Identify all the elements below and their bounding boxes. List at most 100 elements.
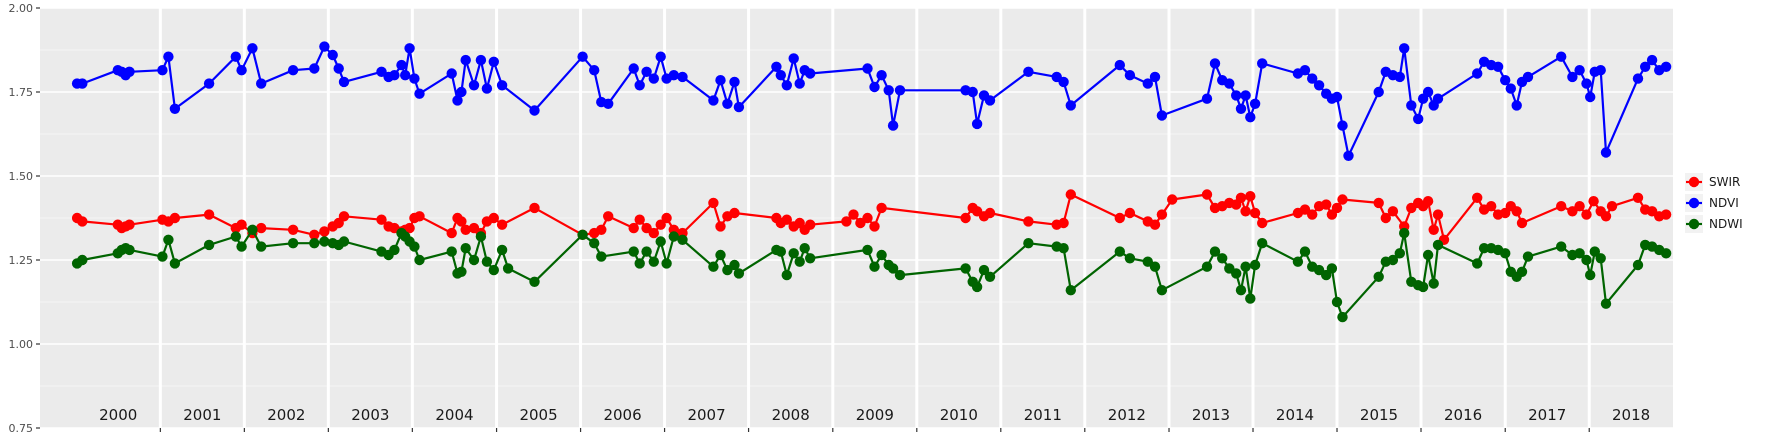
year-label: 2017 <box>1528 406 1566 424</box>
data-point <box>596 251 607 262</box>
data-point <box>256 241 267 252</box>
data-point <box>157 251 168 262</box>
data-point <box>641 246 652 257</box>
data-point <box>1585 91 1596 103</box>
data-point <box>1292 256 1304 267</box>
data-point <box>1581 209 1592 220</box>
data-point <box>984 207 996 219</box>
data-point <box>1373 86 1384 98</box>
data-point <box>256 222 267 234</box>
data-point <box>655 51 666 62</box>
data-point <box>1321 199 1332 210</box>
data-point <box>203 209 215 220</box>
data-point <box>1023 66 1034 78</box>
data-point <box>869 221 880 232</box>
data-point <box>169 212 181 224</box>
data-point <box>481 83 493 94</box>
year-label: 2013 <box>1192 406 1230 424</box>
data-point <box>502 263 514 274</box>
legend: SWIR NDVI NDWI <box>1685 173 1743 233</box>
data-point <box>1660 248 1672 259</box>
data-point <box>978 264 990 276</box>
data-point <box>460 243 471 254</box>
data-point <box>488 264 499 276</box>
year-label: 2005 <box>519 406 557 424</box>
data-point <box>862 244 873 256</box>
data-point <box>841 216 852 227</box>
data-point <box>1428 278 1439 289</box>
data-point <box>887 120 899 131</box>
data-point <box>1245 293 1256 304</box>
data-point <box>1505 83 1517 94</box>
year-label: 2003 <box>351 406 389 424</box>
data-point <box>389 70 400 81</box>
data-point <box>1337 194 1348 205</box>
data-point <box>1257 58 1268 69</box>
data-point <box>648 227 659 239</box>
data-point <box>1373 271 1384 282</box>
data-point <box>396 59 407 71</box>
data-point <box>1167 194 1178 205</box>
data-point <box>1600 147 1612 158</box>
data-point <box>1394 248 1406 259</box>
data-point <box>668 70 679 81</box>
data-point <box>634 258 645 269</box>
data-point <box>1632 259 1644 271</box>
data-point <box>460 224 471 235</box>
data-point <box>794 78 805 89</box>
data-point <box>389 244 400 256</box>
data-point <box>529 202 540 214</box>
data-point <box>1556 51 1567 62</box>
legend-label: NDVI <box>1709 196 1739 210</box>
data-point <box>1149 219 1161 230</box>
data-point <box>169 258 181 269</box>
data-point <box>236 65 247 76</box>
data-point <box>805 68 816 79</box>
data-point <box>1235 103 1247 115</box>
data-point <box>163 234 174 245</box>
data-series <box>71 41 1672 323</box>
data-point <box>876 202 887 214</box>
data-point <box>862 212 873 224</box>
data-point <box>404 222 415 234</box>
data-point <box>414 211 425 222</box>
year-label: 2001 <box>183 406 221 424</box>
legend-key-marker <box>1688 176 1700 188</box>
data-point <box>203 239 215 251</box>
data-point <box>648 256 659 267</box>
year-label: 2015 <box>1360 406 1398 424</box>
data-point <box>1065 189 1077 200</box>
data-point <box>468 254 480 266</box>
data-point <box>287 238 299 249</box>
data-point <box>1472 192 1483 203</box>
data-point <box>661 212 672 224</box>
data-point <box>869 261 880 272</box>
data-point <box>862 63 873 74</box>
data-point <box>781 80 792 91</box>
data-point <box>729 259 740 271</box>
data-point <box>577 229 588 240</box>
data-point <box>805 253 816 264</box>
data-point <box>1240 206 1251 217</box>
data-point <box>475 54 487 66</box>
data-point <box>771 61 782 72</box>
data-point <box>77 216 88 227</box>
data-point <box>1600 211 1612 222</box>
year-label: 2012 <box>1108 406 1146 424</box>
data-point <box>715 249 726 261</box>
data-point <box>1114 246 1126 257</box>
data-point <box>1240 261 1251 272</box>
data-point <box>655 219 666 230</box>
data-point <box>460 54 471 66</box>
legend-label: NDWI <box>1709 217 1743 231</box>
data-point <box>1245 191 1256 202</box>
data-point <box>1606 201 1618 212</box>
data-point <box>1417 281 1429 293</box>
data-point <box>409 241 420 252</box>
data-point <box>1511 100 1522 111</box>
data-point <box>309 238 320 249</box>
data-point <box>1235 192 1247 203</box>
data-point <box>414 254 425 266</box>
data-point <box>1313 80 1325 91</box>
